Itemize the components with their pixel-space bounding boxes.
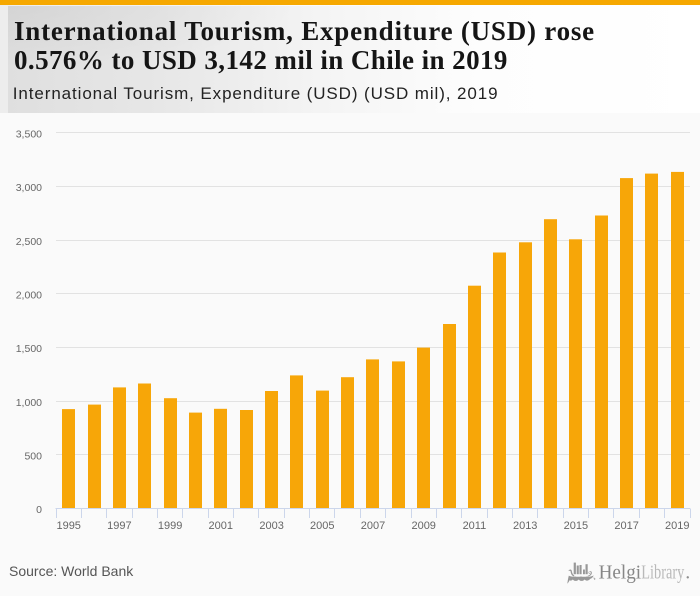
svg-text:2005: 2005 (310, 520, 334, 532)
svg-text:2009: 2009 (411, 520, 435, 532)
svg-text:2,500: 2,500 (16, 236, 42, 248)
svg-text:2011: 2011 (463, 520, 487, 532)
svg-text:2017: 2017 (614, 520, 638, 532)
svg-text:2013: 2013 (513, 520, 537, 532)
svg-text:.: . (685, 562, 690, 584)
svg-text:Helgi: Helgi (599, 562, 642, 584)
svg-text:2003: 2003 (259, 520, 283, 532)
svg-text:3,500: 3,500 (16, 129, 42, 141)
svg-text:500: 500 (24, 451, 42, 463)
svg-text:1,000: 1,000 (16, 397, 42, 409)
svg-text:1997: 1997 (107, 520, 131, 532)
svg-text:3,000: 3,000 (16, 182, 42, 194)
svg-text:2007: 2007 (361, 520, 385, 532)
svg-text:2015: 2015 (564, 520, 588, 532)
svg-text:2001: 2001 (209, 520, 233, 532)
svg-text:2019: 2019 (665, 520, 689, 532)
svg-text:Library: Library (641, 562, 684, 584)
svg-text:1999: 1999 (158, 520, 182, 532)
svg-text:1995: 1995 (56, 520, 80, 532)
svg-text:1,500: 1,500 (16, 343, 42, 355)
svg-text:0: 0 (36, 504, 42, 516)
svg-text:2,000: 2,000 (16, 290, 42, 302)
